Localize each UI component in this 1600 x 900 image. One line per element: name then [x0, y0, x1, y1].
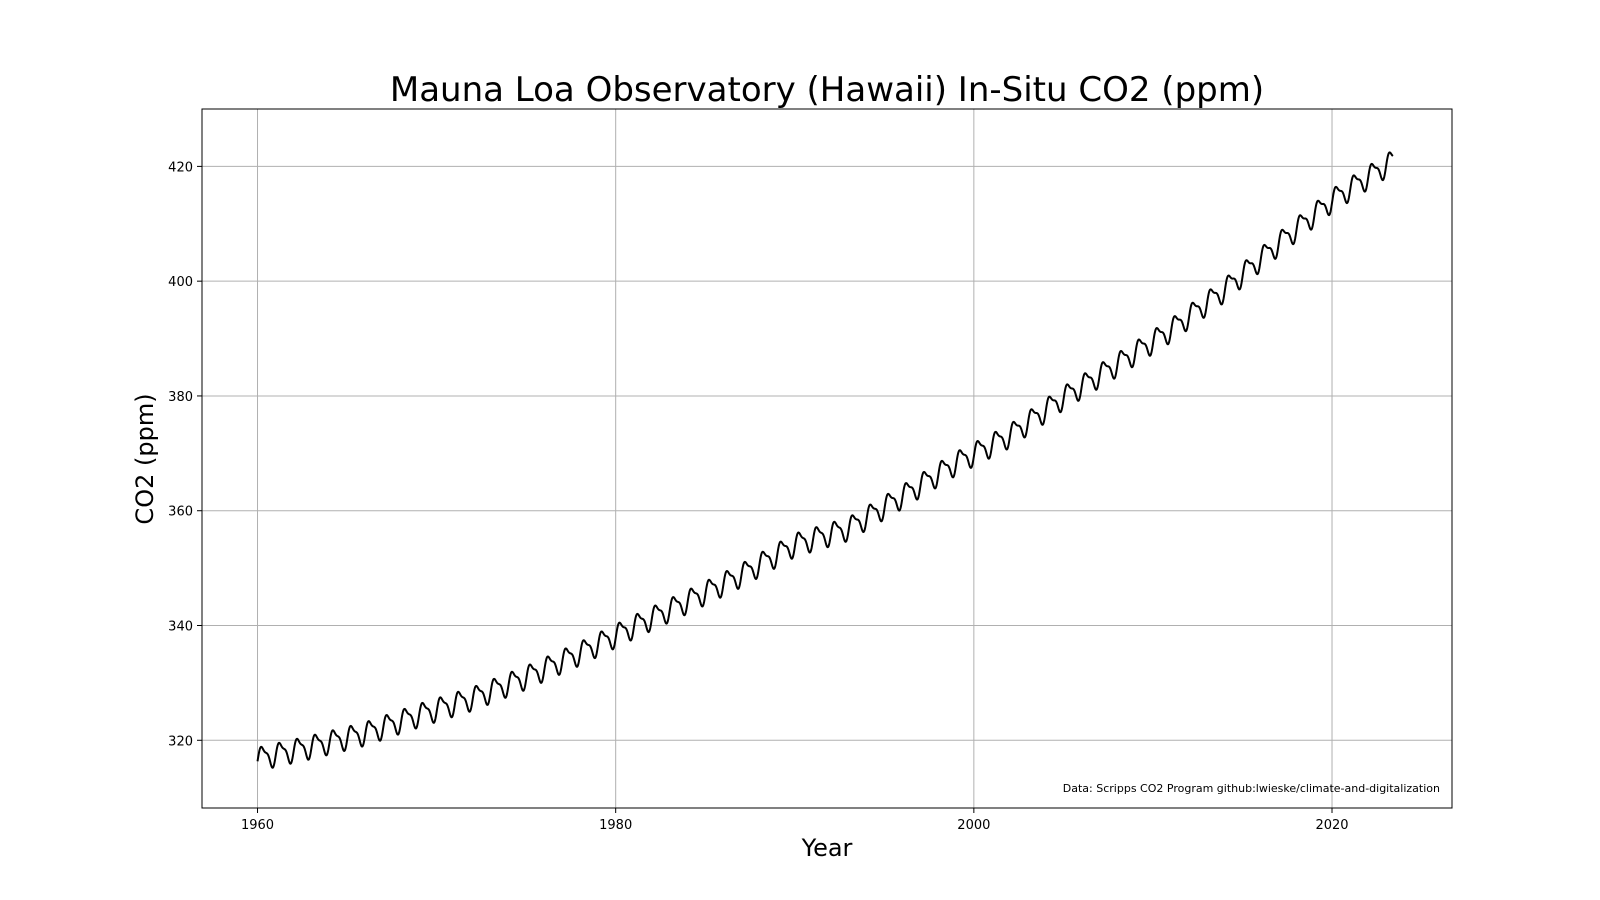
- co2-series-line: [256, 151, 1394, 769]
- x-tick-label: 1960: [241, 818, 274, 833]
- x-tick-label: 1980: [599, 818, 632, 833]
- x-tick-label: 2020: [1315, 818, 1348, 833]
- y-tick-label: 380: [168, 390, 193, 405]
- x-axis-title: Year: [801, 834, 853, 862]
- y-tick-label: 420: [168, 160, 193, 175]
- tick-labels: 1960 1980 2000 2020 320 340 360 380 400 420: [168, 160, 1348, 833]
- y-tick-label: 360: [168, 505, 193, 520]
- data-source-annotation: Data: Scripps CO2 Program github:lwieske…: [1063, 782, 1440, 795]
- y-tick-label: 320: [168, 734, 193, 749]
- plot-area-frame: [201, 108, 1453, 809]
- chart-title: Mauna Loa Observatory (Hawaii) In-Situ C…: [390, 70, 1264, 110]
- x-tick-label: 2000: [957, 818, 990, 833]
- y-tick-label: 400: [168, 275, 193, 290]
- grid-lines: [202, 109, 1452, 808]
- axis-ticks: [197, 165, 1333, 813]
- y-tick-label: 340: [168, 620, 193, 635]
- y-axis-title: CO2 (ppm): [131, 393, 159, 524]
